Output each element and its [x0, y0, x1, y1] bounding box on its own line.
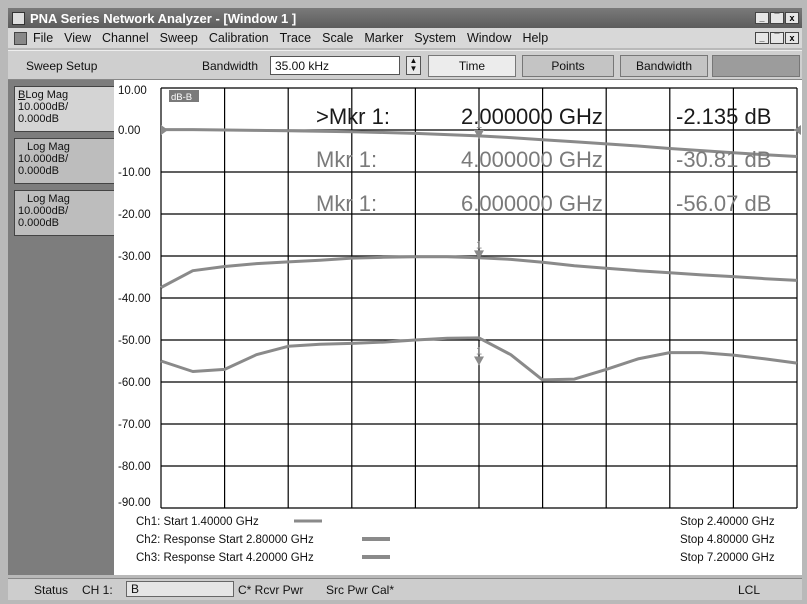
menu-calibration[interactable]: Calibration — [208, 31, 269, 45]
close-button[interactable]: x — [785, 12, 799, 24]
receiver-power-status: C* Rcvr Pwr — [238, 583, 304, 597]
trace-1-ref: 0.000dB — [18, 113, 59, 125]
marker-value: -56.07 dB — [676, 191, 771, 216]
channel-value-box: B — [126, 581, 234, 597]
menu-scale[interactable]: Scale — [322, 31, 354, 45]
unit-tag: dB-B — [171, 92, 192, 103]
trace-button-2[interactable]: Log Mag 10.000dB/ 0.000dB — [14, 138, 118, 184]
source-power-status: Src Pwr Cal* — [326, 583, 395, 597]
y-tick-label: 0.00 — [118, 125, 140, 137]
maximize-button[interactable]: ̅ — [770, 12, 784, 24]
trace-3-ref: 0.000dB — [18, 217, 59, 229]
menu-marker[interactable]: Marker — [364, 31, 404, 45]
sweep-setup-label: Sweep Setup — [26, 59, 98, 73]
bandwidth-input[interactable]: 35.00 kHz — [270, 56, 400, 75]
legend-start-2: Ch2: Response Start 2.80000 GHz — [136, 534, 314, 546]
menu-help[interactable]: Help — [522, 31, 549, 45]
y-tick-label: -10.00 — [118, 167, 151, 179]
y-tick-label: -50.00 — [118, 335, 151, 347]
status-bar: Status CH 1: B C* Rcvr Pwr Src Pwr Cal* … — [8, 578, 802, 600]
trace-3-format: Log Mag — [27, 193, 70, 205]
menu-channel[interactable]: Channel — [102, 31, 149, 45]
menu-view[interactable]: View — [64, 31, 92, 45]
marker-value: -30.81 dB — [676, 147, 771, 172]
marker-value: -2.135 dB — [676, 104, 771, 129]
trace-3-scale: 10.000dB/ — [18, 205, 69, 217]
bandwidth-label: Bandwidth — [202, 59, 259, 73]
marker-frequency: 6.000000 GHz — [461, 191, 603, 216]
trace-button-3[interactable]: Log Mag 10.000dB/ 0.000dB — [14, 190, 118, 236]
title-bar: PNA Series Network Analyzer - [Window 1 … — [8, 8, 802, 28]
points-button[interactable]: Points — [522, 55, 614, 77]
marker-frequency: 4.000000 GHz — [461, 147, 603, 172]
trace-2-scale: 10.000dB/ — [18, 153, 69, 165]
trace-2-format: Log Mag — [27, 141, 70, 153]
menu-file[interactable]: File — [33, 31, 54, 45]
trace-button-1[interactable]: BLog Mag 10.000dB/ 0.000dB — [14, 86, 118, 132]
marker-number-1: 1 — [476, 119, 482, 131]
legend-start-1: Ch1: Start 1.40000 GHz — [136, 516, 259, 528]
mdi-minimize-button[interactable]: _ — [755, 32, 769, 44]
y-tick-label: -90.00 — [118, 497, 151, 509]
marker-frequency: 2.000000 GHz — [461, 104, 603, 129]
menu-sweep[interactable]: Sweep — [159, 31, 198, 45]
trace-2-ref: 0.000dB — [18, 165, 59, 177]
time-button[interactable]: Time — [428, 55, 516, 77]
y-tick-label: -60.00 — [118, 377, 151, 389]
marker-triangle-3 — [474, 356, 484, 366]
mdi-close-button[interactable]: x — [785, 32, 799, 44]
trace-1-line1: BLog Mag — [18, 89, 69, 101]
marker-triangle-2 — [474, 250, 484, 260]
marker-number-3: 1 — [476, 345, 482, 357]
bandwidth-spinner[interactable]: ▲ ▼ — [406, 56, 421, 75]
legend-stop-3: Stop 7.20000 GHz — [680, 552, 775, 564]
unit-tag-box — [169, 90, 199, 102]
marker-number-2: 1 — [476, 239, 482, 251]
channel-label: CH 1: — [82, 583, 113, 597]
measurement-display[interactable]: 10.00 0.00 -10.00 -20.00 -30.00 -40.00 -50.00 -… — [114, 80, 802, 575]
window-title: PNA Series Network Analyzer - [Window 1 … — [30, 10, 297, 26]
reference-arrow-right — [794, 125, 801, 135]
marker-label: >Mkr 1: — [316, 104, 390, 129]
document-icon[interactable] — [14, 31, 27, 45]
app-icon — [12, 11, 25, 25]
minimize-button[interactable]: _ — [755, 12, 769, 24]
local-status: LCL — [738, 583, 761, 597]
menu-window[interactable]: Window — [466, 31, 512, 45]
marker-label: Mkr 1: — [316, 147, 377, 172]
marker-label: Mkr 1: — [316, 191, 377, 216]
marker-triangle-1 — [474, 129, 484, 139]
legend-stop-2: Stop 4.80000 GHz — [680, 534, 775, 546]
y-tick-label: -20.00 — [118, 209, 151, 221]
y-tick-label: 10.00 — [118, 85, 147, 97]
legend-stop-1: Stop 2.40000 GHz — [680, 516, 775, 528]
status-label: Status — [34, 583, 69, 597]
toolbar-blank-button[interactable] — [712, 55, 800, 77]
sweep-toolbar: Sweep Setup Bandwidth 35.00 kHz ▲ ▼ Time … — [8, 50, 802, 80]
scale-panel — [114, 80, 160, 575]
mdi-maximize-button[interactable]: ̅ — [770, 32, 784, 44]
menu-trace[interactable]: Trace — [279, 31, 312, 45]
menu-bar: File View Channel Sweep Calibration Trac… — [8, 28, 802, 48]
trace-chart[interactable]: 10.00 0.00 -10.00 -20.00 -30.00 -40.00 -50.00 -… — [114, 80, 802, 575]
legend-start-3: Ch3: Response Start 4.20000 GHz — [136, 552, 314, 564]
y-tick-label: -80.00 — [118, 461, 151, 473]
trace-sidebar: BLog Mag 10.000dB/ 0.000dB Log Mag 10.00… — [8, 80, 118, 575]
bandwidth-button[interactable]: Bandwidth — [620, 55, 708, 77]
trace-line-3 — [160, 336, 798, 382]
y-tick-label: -40.00 — [118, 293, 151, 305]
trace-1-scale: 10.000dB/ — [18, 101, 69, 113]
y-tick-label: -70.00 — [118, 419, 151, 431]
menu-system[interactable]: System — [414, 31, 456, 45]
y-tick-label: -30.00 — [118, 251, 151, 263]
